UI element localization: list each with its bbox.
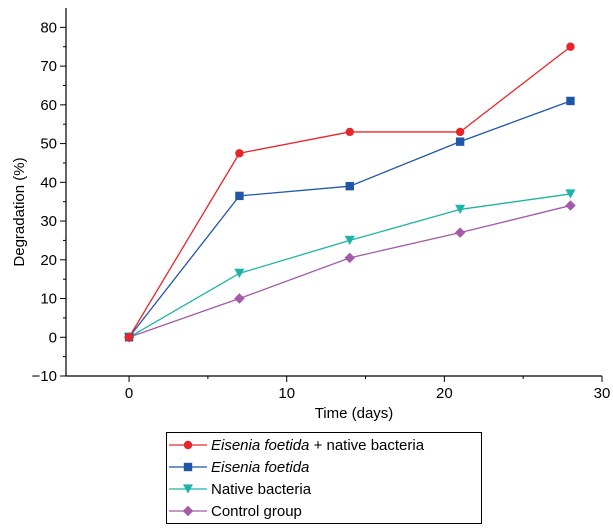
y-tick-label: 80 (40, 19, 57, 36)
series-line (128, 100, 571, 338)
legend-label-italic: Eisenia foetida (211, 458, 310, 476)
y-tick-label: 70 (40, 58, 57, 75)
legend-label: Native bacteria (211, 481, 311, 498)
y-tick-label: 0 (49, 329, 57, 346)
data-point (565, 200, 576, 211)
x-tick-label: 0 (125, 385, 133, 402)
legend-marker (182, 484, 194, 494)
legend-label: Eisenia foetida + native bacteria (211, 437, 424, 454)
series-control-group (123, 200, 576, 343)
y-tick-label: −10 (32, 368, 57, 385)
y-tick-label: 10 (40, 291, 57, 308)
y-tick-label: 60 (40, 97, 57, 114)
data-point (234, 268, 245, 278)
data-point (455, 127, 465, 137)
legend-item: Native bacteria (167, 478, 311, 500)
legend-label-italic: Eisenia foetida (211, 436, 310, 454)
legend-swatch (169, 484, 207, 494)
legend-swatch (169, 462, 207, 472)
legend-item: Eisenia foetida (167, 456, 309, 478)
y-tick-label: 40 (40, 174, 57, 191)
data-point (235, 149, 244, 158)
data-point (344, 252, 356, 264)
series-native-bacteria (124, 189, 576, 342)
data-point (565, 189, 576, 199)
y-tick-label: 30 (40, 213, 57, 230)
legend-marker (182, 505, 194, 517)
data-point (124, 333, 134, 342)
legend-marker (183, 440, 193, 450)
data-point (455, 137, 465, 146)
legend: Eisenia foetida + native bacteria Eisenia… (166, 432, 482, 524)
legend-item: Control group (167, 500, 302, 522)
x-tick-label: 30 (594, 385, 611, 402)
x-axis-label: Time (days) (315, 405, 394, 422)
data-point (454, 227, 466, 238)
legend-label: Eisenia foetida (211, 459, 309, 476)
legend-swatch (169, 505, 207, 517)
legend-marker (183, 462, 193, 472)
y-tick-label: 50 (40, 136, 57, 153)
series-eisenia-foetida-native-bacteria (124, 42, 575, 342)
data-point (566, 42, 575, 51)
legend-label-text: Control group (211, 502, 302, 520)
x-tick-label: 20 (436, 385, 453, 402)
legend-label-text: Native bacteria (211, 480, 312, 498)
legend-swatch (169, 440, 207, 450)
series-line (128, 46, 571, 338)
data-point (345, 127, 354, 137)
legend-label: Control group (211, 503, 302, 520)
y-tick-label: 20 (40, 252, 57, 269)
legend-item: Eisenia foetida + native bacteria (167, 434, 424, 456)
data-point (345, 181, 354, 191)
data-point (566, 96, 575, 106)
y-axis-label: Degradation (%) (11, 157, 28, 266)
data-point (344, 235, 355, 246)
data-point (234, 293, 245, 304)
data-point (455, 204, 466, 215)
axes: −10 0 10 20 30 40 50 60 70 80 0 10 20 30 (32, 8, 611, 402)
series-line (128, 193, 571, 338)
data-point (235, 191, 244, 201)
series-layer (123, 42, 576, 343)
series-line (128, 204, 571, 338)
legend-label-text: + native bacteria (309, 436, 425, 454)
x-tick-label: 10 (278, 385, 295, 402)
